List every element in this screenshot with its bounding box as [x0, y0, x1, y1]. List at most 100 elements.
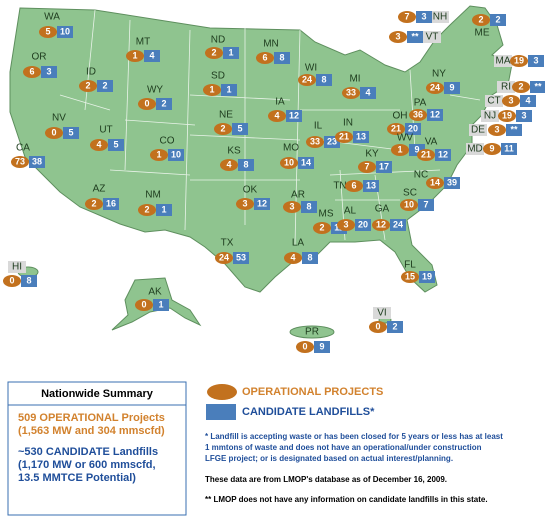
- operational-marker: [150, 149, 168, 161]
- operational-count: 2: [319, 222, 324, 232]
- operational-marker: [126, 50, 144, 62]
- candidate-marker: [363, 180, 379, 192]
- operational-count: 4: [290, 252, 295, 262]
- state-label: KY: [365, 149, 379, 160]
- operational-marker: [268, 110, 286, 122]
- operational-marker: [483, 143, 501, 155]
- candidate-marker: [387, 321, 403, 333]
- operational-count: 10: [404, 199, 414, 209]
- candidate-count: 1: [161, 204, 166, 214]
- candidate-marker: [520, 95, 536, 107]
- operational-marker: [284, 252, 302, 264]
- candidate-count: 3: [421, 11, 426, 21]
- operational-marker: [11, 156, 29, 168]
- candidate-marker: [416, 11, 432, 23]
- state-label: NV: [52, 113, 66, 124]
- operational-marker: [23, 66, 41, 78]
- candidate-marker: [418, 199, 434, 211]
- candidate-marker: [376, 161, 392, 173]
- operational-marker: [85, 198, 103, 210]
- state-label-box: [466, 143, 484, 155]
- operational-count: 3: [242, 198, 247, 208]
- operational-count: 19: [514, 55, 524, 65]
- puerto-rico: [289, 325, 335, 339]
- candidate-marker: [516, 110, 532, 122]
- candidate-marker: [353, 131, 369, 143]
- operational-marker: [138, 98, 156, 110]
- state-label: PA: [414, 98, 427, 109]
- operational-count: 3: [508, 95, 513, 105]
- candidate-marker: [360, 87, 376, 99]
- candidate-marker: [506, 124, 522, 136]
- operational-count: 2: [478, 14, 483, 24]
- candidate-count: 4: [525, 95, 530, 105]
- candidate-marker: [232, 123, 248, 135]
- summary-candidate: (1,170 MW or 600 mmscfd,: [18, 459, 156, 471]
- candidate-count: 9: [414, 144, 419, 154]
- state-label: OH: [393, 111, 408, 122]
- state-label: AK: [148, 287, 162, 298]
- operational-marker: [205, 47, 223, 59]
- state-label: OK: [243, 185, 258, 196]
- candidate-count: 5: [237, 123, 242, 133]
- candidate-count: 8: [306, 201, 311, 211]
- operational-count: 1: [156, 149, 161, 159]
- operational-count: 2: [220, 123, 225, 133]
- legend-candidate-swatch: [206, 404, 236, 420]
- candidate-marker: [274, 52, 290, 64]
- operational-count: 1: [132, 50, 137, 60]
- candidate-marker: [144, 50, 160, 62]
- candidate-count: 1: [158, 299, 163, 309]
- state-label: ME: [475, 28, 490, 39]
- state-label: CA: [16, 143, 30, 154]
- operational-marker: [409, 109, 427, 121]
- operational-count: 4: [226, 159, 231, 169]
- operational-marker: [203, 84, 221, 96]
- state-label: MT: [136, 37, 150, 48]
- candidate-marker: [168, 149, 184, 161]
- operational-marker: [401, 271, 419, 283]
- state-label: VI: [377, 308, 386, 319]
- operational-marker: [345, 180, 363, 192]
- operational-marker: [298, 74, 316, 86]
- candidate-count: 7: [423, 199, 428, 209]
- candidate-count: 2: [392, 321, 397, 331]
- candidate-marker: [501, 143, 517, 155]
- operational-marker: [335, 131, 353, 143]
- operational-count: 4: [96, 139, 101, 149]
- candidate-count: 13: [356, 131, 366, 141]
- operational-marker: [472, 14, 490, 26]
- operational-marker: [256, 52, 274, 64]
- candidate-marker: [298, 157, 314, 169]
- state-label: UT: [99, 125, 112, 136]
- candidate-count: 20: [358, 219, 368, 229]
- operational-count: 3: [395, 31, 400, 41]
- summary-operational: 509 OPERATIONAL Projects: [18, 412, 165, 424]
- candidate-marker: [221, 84, 237, 96]
- candidate-count: 12: [438, 149, 448, 159]
- candidate-marker: [444, 82, 460, 94]
- candidate-count: 5: [113, 139, 118, 149]
- operational-count: 3: [289, 201, 294, 211]
- operational-count: 24: [302, 74, 312, 84]
- state-label: NY: [432, 69, 446, 80]
- state-label: WI: [305, 63, 317, 74]
- summary-box: [7, 381, 187, 516]
- candidate-count: 2: [161, 98, 166, 108]
- state-label-box: [481, 110, 499, 122]
- state-label: TX: [221, 238, 234, 249]
- state-label-box: [494, 55, 512, 67]
- operational-count: 12: [376, 219, 386, 229]
- operational-count: 10: [284, 157, 294, 167]
- candidate-marker: [153, 299, 169, 311]
- state-label: IL: [314, 121, 323, 132]
- state-label: KS: [227, 146, 241, 157]
- operational-marker: [283, 201, 301, 213]
- candidate-count: 4: [149, 50, 154, 60]
- state-label: AZ: [93, 184, 106, 195]
- state-label: VT: [426, 32, 439, 43]
- operational-marker: [337, 219, 355, 231]
